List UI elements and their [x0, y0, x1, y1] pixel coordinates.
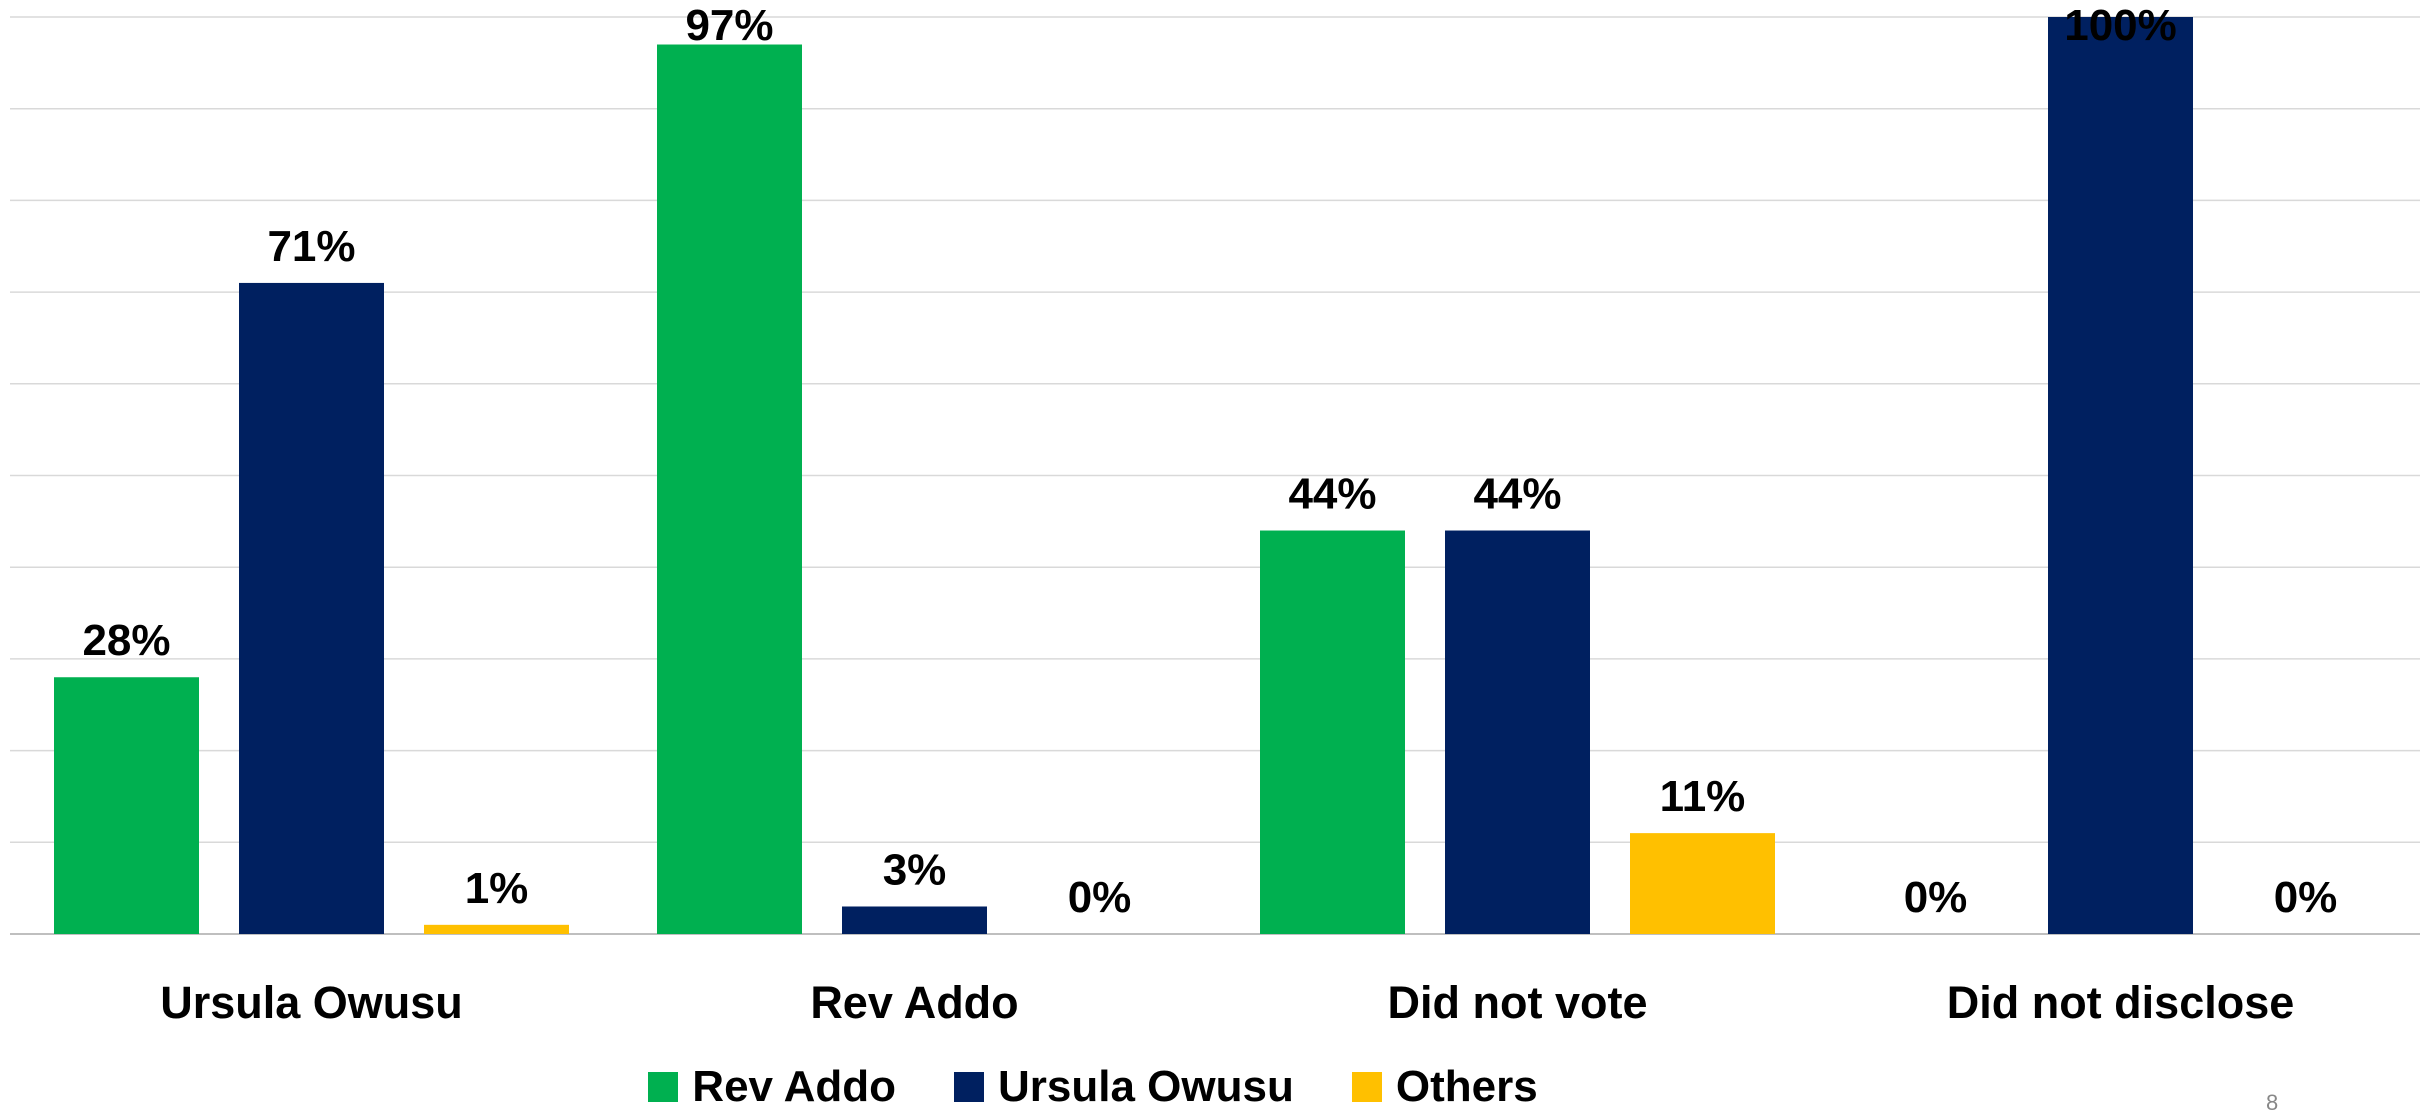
data-label: 3%: [883, 845, 947, 894]
legend-label: Ursula Owusu: [998, 1062, 1294, 1111]
bar-ursula-owusu-ursula-owusu: [239, 282, 384, 934]
legend-swatch: [1351, 1072, 1382, 1102]
data-label: 71%: [267, 222, 355, 271]
legend-swatch: [648, 1072, 679, 1102]
value-labels: 28% 71% 1% 97% 3% 0% 44% 44% 11% 0% 100% 0%: [82, 1, 2337, 922]
category-label: Rev Addo: [810, 977, 1018, 1028]
legend-label: Others: [1395, 1062, 1538, 1111]
legend-item: Others: [1351, 1062, 1538, 1112]
bar-ursula-owusu-did-not-vote: [1445, 530, 1590, 934]
data-label: 28%: [82, 616, 170, 665]
gridlines: [10, 16, 2420, 935]
data-label: 44%: [1288, 470, 1376, 519]
data-label: 0%: [1068, 873, 1132, 922]
bar-ursula-owusu-did-not-disclose: [2048, 17, 2193, 934]
bars: [54, 17, 2193, 934]
category-label: Did not vote: [1388, 977, 1648, 1028]
legend-swatch: [954, 1072, 985, 1102]
legend-item: Rev Addo: [648, 1062, 896, 1112]
bar-ursula-owusu-rev-addo: [842, 906, 987, 934]
data-label: 97%: [685, 1, 773, 50]
legend: Rev Addo Ursula Owusu Others: [0, 1058, 2304, 1116]
data-label: 0%: [2274, 873, 2338, 922]
category-label: Ursula Owusu: [160, 977, 463, 1028]
category-labels: Ursula Owusu Rev Addo Did not vote Did not …: [160, 977, 2294, 1028]
data-label: 1%: [465, 864, 529, 913]
bar-others-did-not-vote: [1630, 833, 1775, 934]
bar-rev-addo-did-not-vote: [1260, 530, 1405, 934]
data-label: 44%: [1473, 470, 1561, 519]
legend-item: Ursula Owusu: [954, 1062, 1294, 1112]
bar-others-ursula-owusu: [424, 924, 569, 934]
page-number-mark: 8: [2266, 1090, 2279, 1115]
legend-label: Rev Addo: [692, 1062, 897, 1111]
bar-rev-addo-ursula-owusu: [54, 677, 199, 934]
data-label: 0%: [1904, 873, 1968, 922]
data-label: 100%: [2064, 1, 2177, 50]
bar-rev-addo-rev-addo: [657, 44, 802, 934]
category-label: Did not disclose: [1947, 977, 2295, 1028]
data-label: 11%: [1660, 772, 1746, 821]
